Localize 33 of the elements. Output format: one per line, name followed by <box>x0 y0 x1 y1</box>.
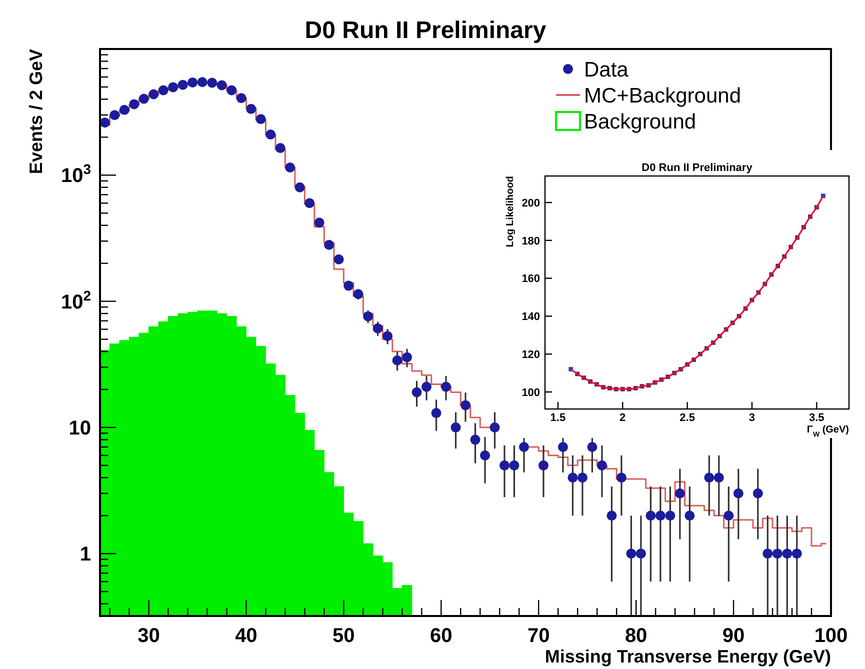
y-tick-label: 1 <box>80 544 91 566</box>
x-tick-label: 40 <box>235 625 258 647</box>
legend-label: MC+Background <box>584 84 741 108</box>
x-tick-label: 3.5 <box>809 412 824 424</box>
x-axis-title: Missing Transverse Energy (GeV) <box>544 646 831 667</box>
x-tick-label: 80 <box>624 625 648 647</box>
x-tick-label: 3 <box>748 412 756 424</box>
x-axis-title: Γ$_{W}$ (GeV) <box>806 424 849 438</box>
x-tick-label: 50 <box>332 625 355 647</box>
y-tick-label: 200 <box>522 197 540 210</box>
line-series <box>570 195 824 390</box>
y-axis-title: Log Likelihood <box>505 176 516 248</box>
y-tick-label: 10$^{3}$ <box>60 161 92 188</box>
x-tick-label: 2.5 <box>680 412 695 424</box>
x-tick-label: 2 <box>620 412 626 424</box>
x-tick-label: 70 <box>527 625 550 647</box>
y-tick-label: 180 <box>522 235 540 248</box>
x-tick-label: 100 <box>814 625 848 647</box>
y-tick-label: 120 <box>522 348 540 361</box>
chart-title: D0 Run II Preliminary <box>642 162 754 174</box>
legend-label: Data <box>584 58 629 82</box>
y-tick-label: 160 <box>522 273 540 286</box>
y-tick-label: 10$^{2}$ <box>60 287 92 314</box>
x-tick-label: 30 <box>138 625 160 647</box>
legend-label: Background <box>584 110 696 134</box>
x-tick-label: 60 <box>430 625 452 647</box>
y-tick-label: 140 <box>522 311 540 324</box>
y-tick-label: 100 <box>522 386 540 399</box>
y-axis-title: Events / 2 GeV <box>26 49 46 174</box>
chart-title: D0 Run II Preliminary <box>304 17 547 44</box>
y-tick-label: 10 <box>68 417 91 440</box>
x-tick-label: 1.5 <box>550 412 566 424</box>
x-tick-label: 90 <box>722 625 745 647</box>
